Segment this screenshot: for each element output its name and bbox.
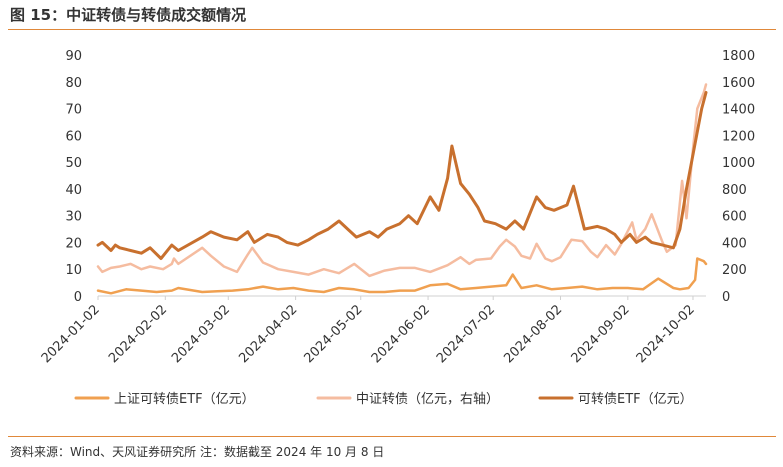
y-right-tick-label: 1000 <box>722 156 755 171</box>
y-left-tick-label: 80 <box>65 76 82 91</box>
y-left-tick-label: 50 <box>65 156 82 171</box>
legend-label-3: 可转债ETF（亿元） <box>578 392 693 407</box>
legend-label-1: 上证可转债ETF（亿元） <box>114 392 255 407</box>
y-right-tick-label: 1800 <box>722 49 755 64</box>
x-tick-label: 2024-02-02 <box>106 302 170 366</box>
y-left-tick-label: 0 <box>74 290 82 305</box>
y-left-tick-label: 30 <box>65 210 82 225</box>
y-left-tick-label: 20 <box>65 236 82 251</box>
footer-divider <box>8 436 776 437</box>
x-tick-label: 2024-08-02 <box>501 302 565 366</box>
header-divider <box>8 29 776 30</box>
chart-series <box>96 83 708 295</box>
x-tick-label: 2024-04-02 <box>236 302 300 366</box>
chart-legend: 上证可转债ETF（亿元） 中证转债（亿元，右轴） 可转债ETF（亿元） <box>74 392 693 407</box>
x-tick-label: 2024-07-02 <box>434 302 498 366</box>
y-left-tick-label: 40 <box>65 183 82 198</box>
y-right-tick-label: 800 <box>722 183 747 198</box>
legend-label-2: 中证转债（亿元，右轴） <box>356 392 499 407</box>
series-line-3 <box>96 91 708 260</box>
y-right-tick-label: 1200 <box>722 129 755 144</box>
source-note: 资料来源：Wind、天风证券研究所 注：数据截至 2024 年 10 月 8 日 <box>10 445 385 459</box>
x-tick-label: 2024-05-02 <box>302 302 366 366</box>
x-tick-label: 2024-10-02 <box>634 302 698 366</box>
y-right-tick-label: 1600 <box>722 76 755 91</box>
y-left-tick-label: 60 <box>65 129 82 144</box>
y-right-tick-label: 400 <box>722 236 747 251</box>
y-right-tick-label: 0 <box>722 290 730 305</box>
y-left-tick-label: 10 <box>65 263 82 278</box>
chart-title: 图 15：中证转债与转债成交额情况 <box>10 6 247 24</box>
x-tick-label: 2024-09-02 <box>569 302 633 366</box>
series-line-2 <box>96 83 708 278</box>
x-tick-label: 2024-03-02 <box>169 302 233 366</box>
x-tick-label: 2024-06-02 <box>369 302 433 366</box>
y-right-tick-label: 1400 <box>722 103 755 118</box>
x-tick-label: 2024-01-02 <box>39 302 103 366</box>
y-right-tick-label: 200 <box>722 263 747 278</box>
y-right-tick-label: 600 <box>722 210 747 225</box>
y-left-tick-label: 90 <box>65 49 82 64</box>
y-left-tick-label: 70 <box>65 103 82 118</box>
chart-axes: 0 10 20 30 40 50 60 70 80 90 0 200 400 600 800 1000 1200… <box>39 49 755 366</box>
series-line-1 <box>96 257 708 295</box>
